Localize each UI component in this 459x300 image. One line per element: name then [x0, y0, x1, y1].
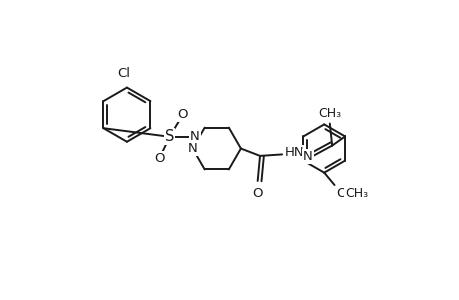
- Text: CH₃: CH₃: [344, 188, 367, 200]
- Text: S: S: [165, 129, 174, 144]
- Text: N: N: [302, 150, 312, 163]
- Text: HN: HN: [284, 146, 303, 159]
- Text: Cl: Cl: [117, 67, 129, 80]
- Text: N: N: [187, 142, 197, 155]
- Text: O: O: [154, 152, 164, 165]
- Text: O: O: [335, 188, 346, 200]
- Text: O: O: [176, 108, 187, 121]
- Text: CH₃: CH₃: [318, 107, 341, 120]
- Text: O: O: [252, 188, 263, 200]
- Text: N: N: [190, 130, 199, 143]
